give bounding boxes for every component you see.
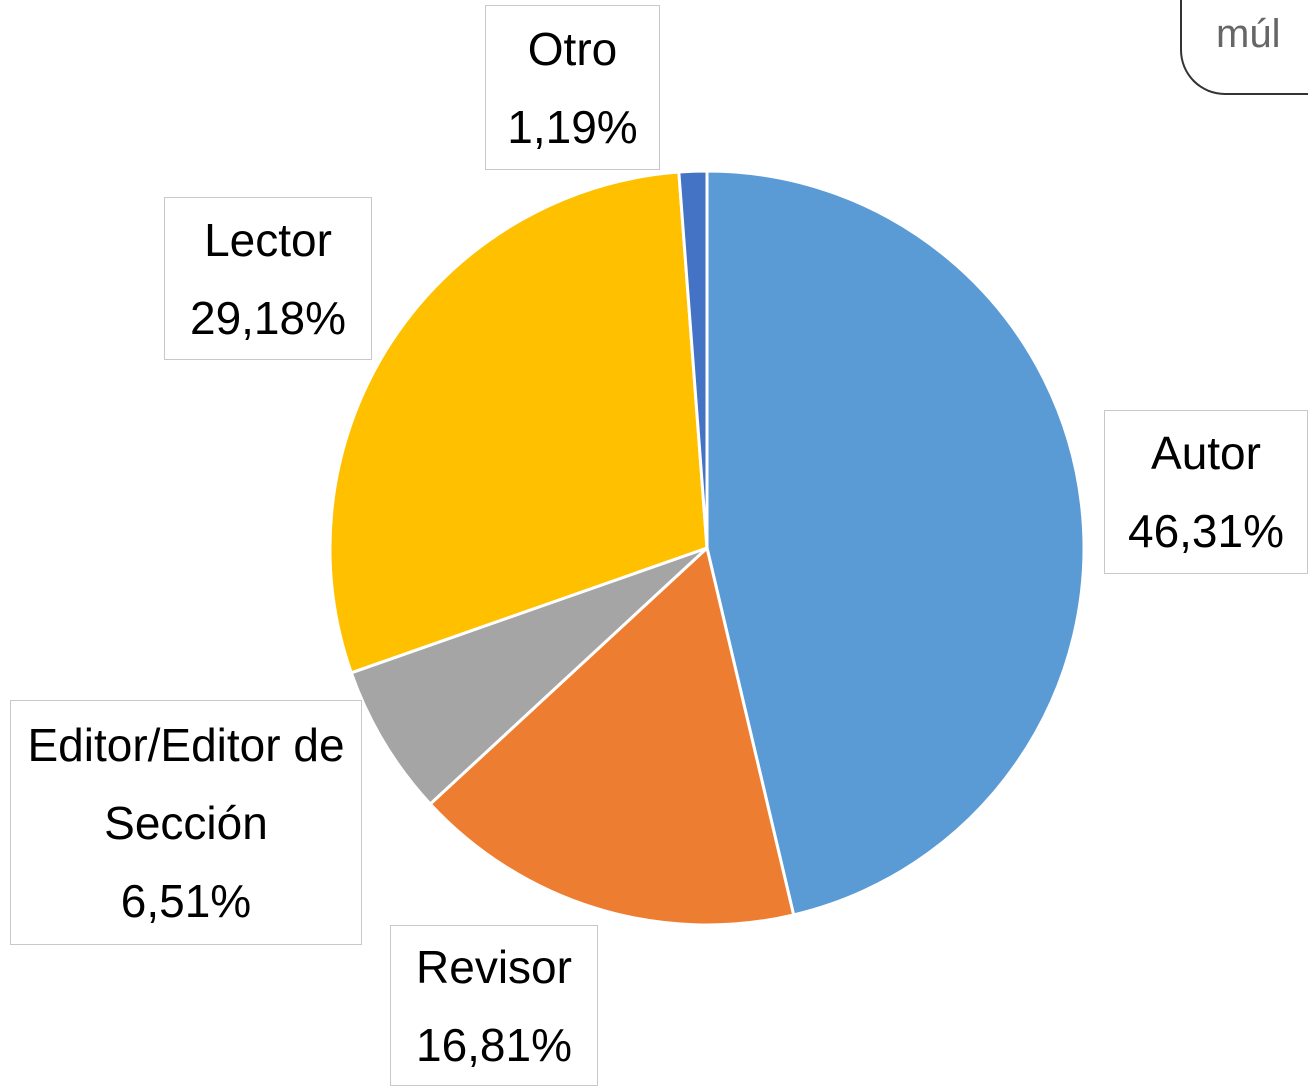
annotation: múl bbox=[1180, 0, 1308, 95]
value-label: 16,81% bbox=[415, 1018, 572, 1071]
category-name: Editor/Editor de Sección bbox=[27, 718, 345, 849]
category-name: Otro bbox=[527, 22, 618, 75]
data-label: Autor 46,31% bbox=[1104, 410, 1308, 574]
pie-slice bbox=[328, 170, 709, 675]
category-name: Autor bbox=[1151, 427, 1261, 479]
value-label: 1,19% bbox=[507, 100, 638, 153]
data-label: Editor/Editor de Sección 6,51% bbox=[10, 700, 362, 945]
category-name: Revisor bbox=[416, 940, 572, 993]
category-name: Lector bbox=[204, 213, 332, 266]
data-label: Lector 29,18% bbox=[164, 197, 372, 360]
pie-slice bbox=[428, 545, 796, 927]
value-label: 46,31% bbox=[1127, 505, 1284, 557]
pie-slice bbox=[677, 169, 709, 549]
value-label: 6,51% bbox=[120, 874, 252, 927]
value-label: 29,18% bbox=[189, 291, 346, 344]
pie-slice bbox=[705, 169, 1086, 917]
data-label: Otro 1,19% bbox=[485, 5, 660, 170]
pie-slice bbox=[349, 546, 709, 807]
data-label: Revisor 16,81% bbox=[390, 925, 598, 1086]
